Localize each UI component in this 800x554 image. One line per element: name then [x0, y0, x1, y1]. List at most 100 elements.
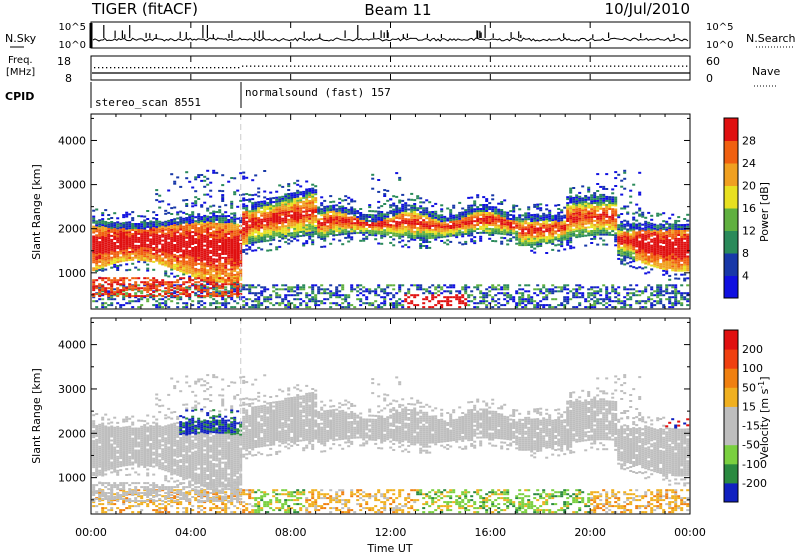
power-cell — [101, 226, 105, 228]
power-cell — [152, 229, 156, 232]
power-cell — [299, 227, 303, 230]
power-cell — [113, 222, 117, 225]
power-cell — [251, 216, 255, 218]
power-cell — [215, 280, 219, 283]
power-cell — [245, 298, 249, 301]
power-cell — [137, 223, 141, 225]
power-cell — [188, 296, 192, 299]
power-cell — [344, 230, 348, 233]
power-cell — [302, 232, 306, 235]
power-cell — [419, 247, 423, 249]
power-cell — [374, 228, 378, 231]
power-cell — [215, 240, 219, 243]
power-cell — [548, 213, 552, 216]
power-cell — [344, 225, 348, 227]
power-cell — [380, 211, 384, 213]
power-cell — [224, 243, 228, 245]
power-cell — [233, 220, 237, 223]
power-cell — [434, 202, 438, 205]
power-cell — [302, 202, 306, 205]
power-cell — [509, 229, 513, 232]
power-cell — [578, 304, 582, 307]
power-cell — [269, 235, 273, 238]
power-cell — [347, 220, 351, 223]
power-cell — [215, 232, 219, 235]
power-cell — [104, 302, 108, 305]
power-cell — [218, 295, 222, 298]
power-cell — [314, 219, 318, 221]
power-cell — [230, 232, 234, 235]
power-cell — [524, 228, 528, 231]
power-cell — [251, 223, 255, 226]
power-cell — [461, 235, 465, 238]
power-cell — [227, 221, 231, 223]
power-cell — [146, 249, 150, 252]
power-cell — [248, 224, 252, 227]
power-cell — [134, 226, 138, 229]
power-cell — [296, 233, 300, 236]
power-cell — [221, 196, 225, 199]
power-cell — [461, 219, 465, 222]
power-cell — [350, 208, 354, 211]
power-cell — [134, 234, 138, 237]
power-cell — [107, 235, 111, 238]
power-cell — [410, 226, 414, 229]
power-cell — [221, 227, 225, 230]
power-cell — [158, 236, 162, 239]
power-cell — [161, 235, 165, 238]
power-cell — [242, 203, 246, 206]
power-cell — [188, 224, 192, 226]
power-cell — [287, 208, 291, 211]
power-cell — [494, 286, 498, 289]
power-cell — [116, 247, 120, 250]
power-cell — [206, 193, 210, 196]
power-cell — [440, 230, 444, 233]
power-cell — [224, 249, 228, 251]
power-cell — [503, 231, 507, 234]
power-cell — [425, 298, 429, 301]
power-cell — [215, 246, 219, 249]
power-cell — [218, 266, 222, 269]
power-cell — [518, 288, 522, 291]
power-cell — [581, 203, 585, 206]
power-cell — [98, 251, 102, 253]
power-cell — [107, 263, 111, 266]
power-cell — [407, 230, 411, 233]
power-cell — [524, 234, 528, 237]
power-cell — [557, 227, 561, 230]
power-cell — [221, 295, 225, 298]
power-cell — [179, 268, 183, 271]
power-cell — [206, 231, 210, 234]
power-cell — [230, 286, 234, 289]
power-cell — [218, 225, 222, 228]
power-cell — [269, 296, 273, 299]
power-cell — [503, 225, 507, 228]
power-cell — [548, 223, 552, 226]
power-cell — [473, 306, 477, 309]
power-cell — [350, 218, 354, 221]
power-cell — [107, 283, 111, 286]
power-cell — [257, 209, 261, 212]
power-cell — [554, 306, 558, 309]
power-cell — [527, 298, 531, 301]
power-cell — [302, 204, 306, 207]
power-cell — [233, 277, 237, 280]
power-cell — [494, 224, 498, 227]
power-cell — [428, 306, 432, 309]
power-cell — [206, 207, 210, 210]
power-cell — [224, 283, 228, 286]
power-cell — [257, 306, 261, 309]
power-cell — [170, 234, 174, 237]
power-cell — [224, 302, 228, 305]
power-cell — [296, 294, 300, 297]
power-cell — [602, 201, 606, 204]
power-cell — [461, 296, 465, 299]
power-cell — [410, 294, 414, 297]
power-cell — [314, 221, 318, 223]
power-cell — [131, 217, 135, 220]
power-cell — [368, 210, 372, 213]
power-cell — [524, 300, 528, 303]
power-cell — [593, 206, 597, 208]
power-cell — [551, 248, 555, 251]
power-cell — [506, 231, 510, 234]
